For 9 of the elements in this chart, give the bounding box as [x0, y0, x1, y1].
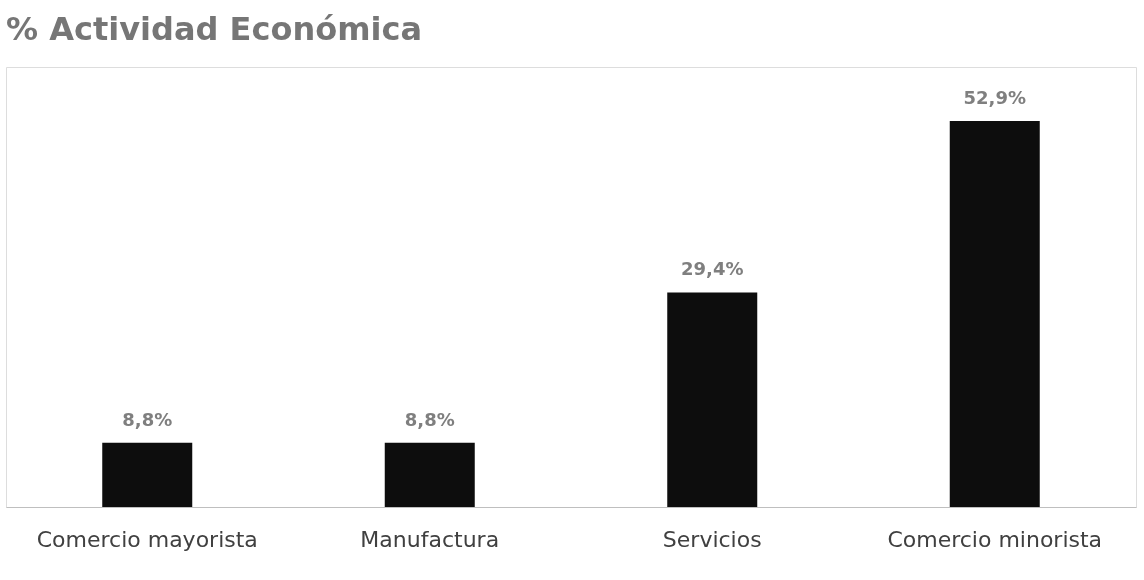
- x-tick-label: Comercio mayorista: [36, 526, 258, 552]
- data-label: 8,8%: [404, 408, 455, 430]
- data-label: 8,8%: [122, 408, 173, 430]
- data-label: 52,9%: [963, 87, 1026, 109]
- data-label: 29,4%: [681, 258, 744, 280]
- x-tick-label: Manufactura: [360, 526, 500, 552]
- x-tick-label: Servicios: [662, 526, 762, 552]
- x-tick-label: Comercio minorista: [887, 526, 1103, 552]
- chart-title: % Actividad Económica: [6, 10, 423, 48]
